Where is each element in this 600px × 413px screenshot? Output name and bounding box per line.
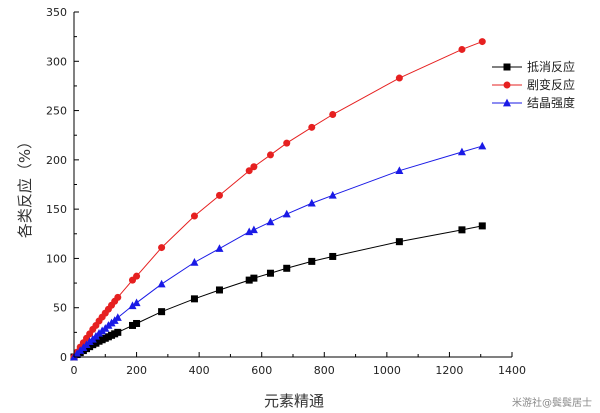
x-tick-label: 1000 — [373, 364, 401, 377]
y-tick-label: 250 — [46, 105, 67, 118]
legend-item-3: 结晶强度 — [492, 95, 575, 110]
legend-label: 结晶强度 — [527, 95, 575, 110]
data-point — [395, 166, 404, 175]
data-point — [250, 274, 258, 282]
data-point — [245, 227, 254, 236]
x-tick-label: 800 — [314, 364, 335, 377]
data-point — [266, 151, 274, 159]
data-point — [283, 139, 291, 147]
legend-label: 抵消反应 — [527, 59, 575, 74]
data-point — [245, 167, 253, 175]
series-2 — [70, 38, 486, 361]
x-tick-label: 0 — [71, 364, 78, 377]
data-point — [158, 244, 166, 252]
data-point — [250, 163, 258, 171]
data-point — [158, 308, 166, 316]
y-axis-title: 各类反应（%） — [16, 134, 34, 238]
data-point — [190, 295, 198, 303]
data-point — [132, 298, 141, 307]
legend-label: 剧变反应 — [527, 77, 575, 92]
data-point — [283, 264, 291, 272]
x-axis-title: 元素精通 — [264, 392, 324, 410]
data-point — [245, 276, 253, 284]
data-point — [307, 198, 316, 207]
x-tick-label: 200 — [126, 364, 147, 377]
data-point — [190, 258, 199, 266]
data-point — [395, 238, 403, 246]
x-tick-label: 400 — [189, 364, 210, 377]
data-point — [157, 279, 166, 288]
legend-item-2: 剧变反应 — [492, 77, 575, 92]
data-point — [329, 252, 337, 260]
data-point — [114, 328, 122, 336]
data-point — [328, 191, 337, 199]
data-point — [249, 225, 258, 234]
data-point — [190, 212, 198, 220]
series-line — [73, 225, 483, 358]
series-layer — [70, 38, 487, 361]
data-point — [266, 269, 274, 277]
data-point — [503, 63, 511, 71]
data-point — [458, 226, 466, 234]
data-point — [458, 45, 466, 53]
y-tick-label: 350 — [46, 6, 67, 19]
y-tick-label: 0 — [60, 351, 67, 364]
x-tick-label: 1200 — [435, 364, 463, 377]
data-point — [478, 222, 486, 230]
data-point — [395, 74, 403, 82]
series-1 — [70, 222, 486, 361]
watermark: 米游社@鬓鬓居士 — [512, 398, 592, 409]
data-point — [128, 301, 137, 310]
data-point — [503, 81, 511, 89]
y-tick-label: 200 — [46, 154, 67, 167]
y-tick-label: 300 — [46, 55, 67, 68]
x-tick-label: 1400 — [498, 364, 526, 377]
data-point — [282, 209, 291, 218]
data-point — [478, 141, 487, 150]
data-point — [457, 147, 466, 156]
data-point — [215, 191, 223, 199]
data-point — [215, 286, 223, 294]
x-tick-label: 600 — [251, 364, 272, 377]
series-3 — [70, 141, 487, 361]
data-point — [114, 293, 122, 301]
data-point — [129, 321, 137, 329]
axes-layer: 0 200 400 600 800 1000 1200 1400 0 50 100 150 200 250… — [46, 6, 526, 377]
legend-item-1: 抵消反应 — [492, 59, 575, 74]
data-point — [478, 38, 486, 46]
y-tick-label: 100 — [46, 252, 67, 265]
y-tick-label: 50 — [53, 302, 67, 315]
series-line — [73, 41, 483, 358]
data-point — [503, 98, 511, 107]
data-point — [308, 257, 316, 265]
data-point — [329, 111, 337, 119]
data-point — [133, 319, 141, 327]
data-point — [215, 244, 224, 252]
y-tick-label: 150 — [46, 203, 67, 216]
data-point — [133, 272, 141, 280]
data-point — [113, 313, 122, 321]
data-point — [308, 123, 316, 131]
data-point — [266, 217, 275, 226]
